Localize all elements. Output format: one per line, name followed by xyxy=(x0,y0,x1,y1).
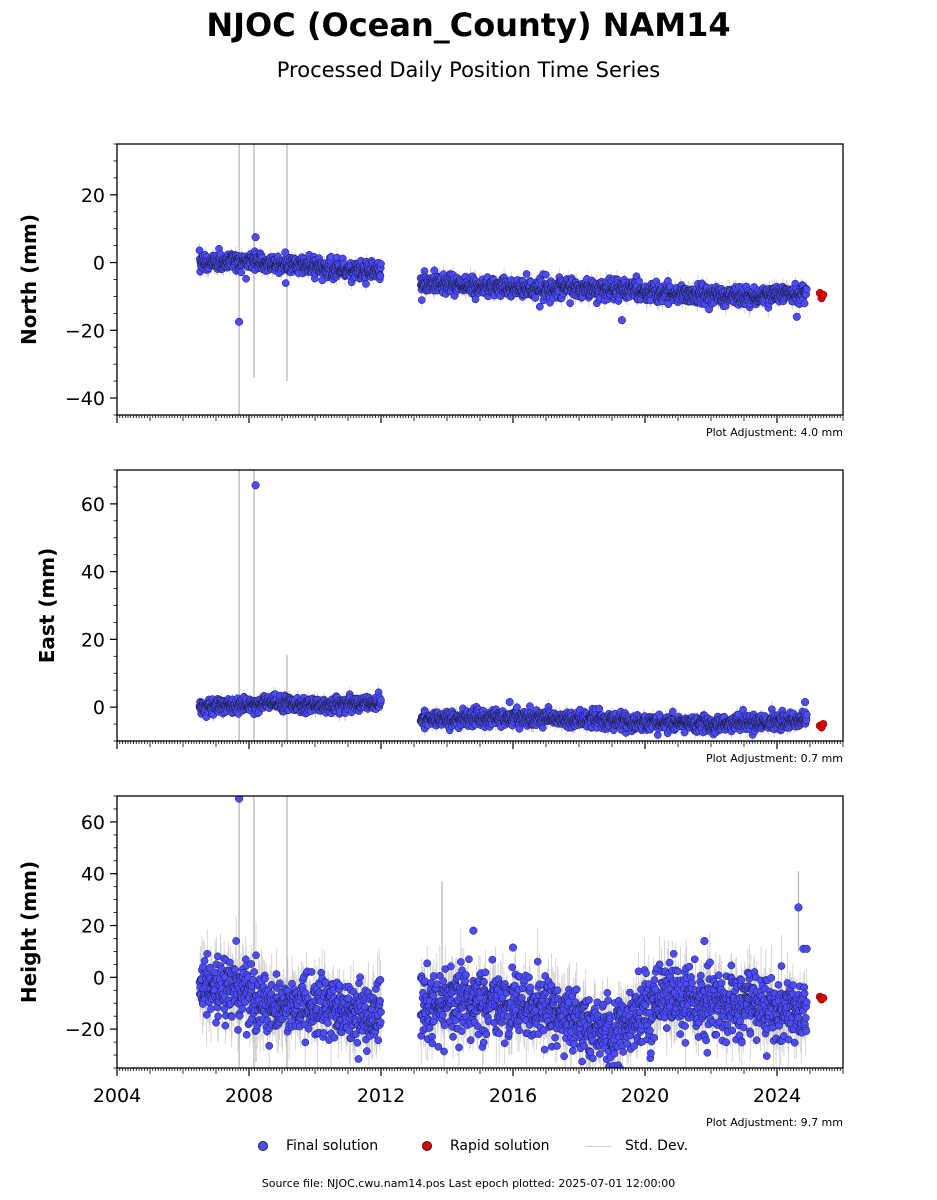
plot-area-east xyxy=(195,470,828,741)
final-point xyxy=(541,270,550,279)
final-outlier-point xyxy=(251,233,260,242)
final-outlier-point xyxy=(792,312,801,321)
plot-area-north xyxy=(195,144,828,415)
final-points-north xyxy=(195,233,811,326)
final-points-east xyxy=(195,481,811,739)
final-point xyxy=(377,696,385,705)
y-tick-label: −40 xyxy=(65,388,105,410)
final-point xyxy=(430,266,439,275)
panel-north: 20 0 −20 −40 North (mm) Plot Adjustment: 4.0 … xyxy=(17,143,844,439)
final-outlier-point xyxy=(617,316,626,325)
final-point xyxy=(522,270,531,278)
final-point xyxy=(420,267,429,275)
final-point xyxy=(800,299,809,308)
y-tick-label: −20 xyxy=(65,320,105,342)
y-axis-label: North (mm) xyxy=(17,214,41,345)
final-outlier-point xyxy=(235,317,244,326)
y-tick-label: 20 xyxy=(81,185,105,207)
rapid-point xyxy=(819,290,828,299)
rapid-points-north xyxy=(815,289,828,303)
final-point xyxy=(362,280,370,288)
final-point xyxy=(377,260,385,268)
final-point xyxy=(242,274,250,283)
final-point xyxy=(417,296,426,304)
plot-adjustment-label: Plot Adjustment: 4.0 mm xyxy=(706,426,843,439)
final-point xyxy=(237,268,246,277)
final-point xyxy=(802,285,811,294)
final-point xyxy=(566,299,574,308)
final-point xyxy=(281,279,290,287)
final-point xyxy=(535,302,544,311)
final-point xyxy=(635,277,644,286)
final-point xyxy=(376,272,385,280)
final-point xyxy=(471,295,480,304)
chart-title: NJOC (Ocean_County) NAM14 xyxy=(206,6,731,44)
final-point xyxy=(531,294,540,302)
y-tick-label: 0 xyxy=(93,253,105,275)
chart-subtitle: Processed Daily Position Time Series xyxy=(276,58,661,82)
final-outlier-point xyxy=(281,248,290,257)
